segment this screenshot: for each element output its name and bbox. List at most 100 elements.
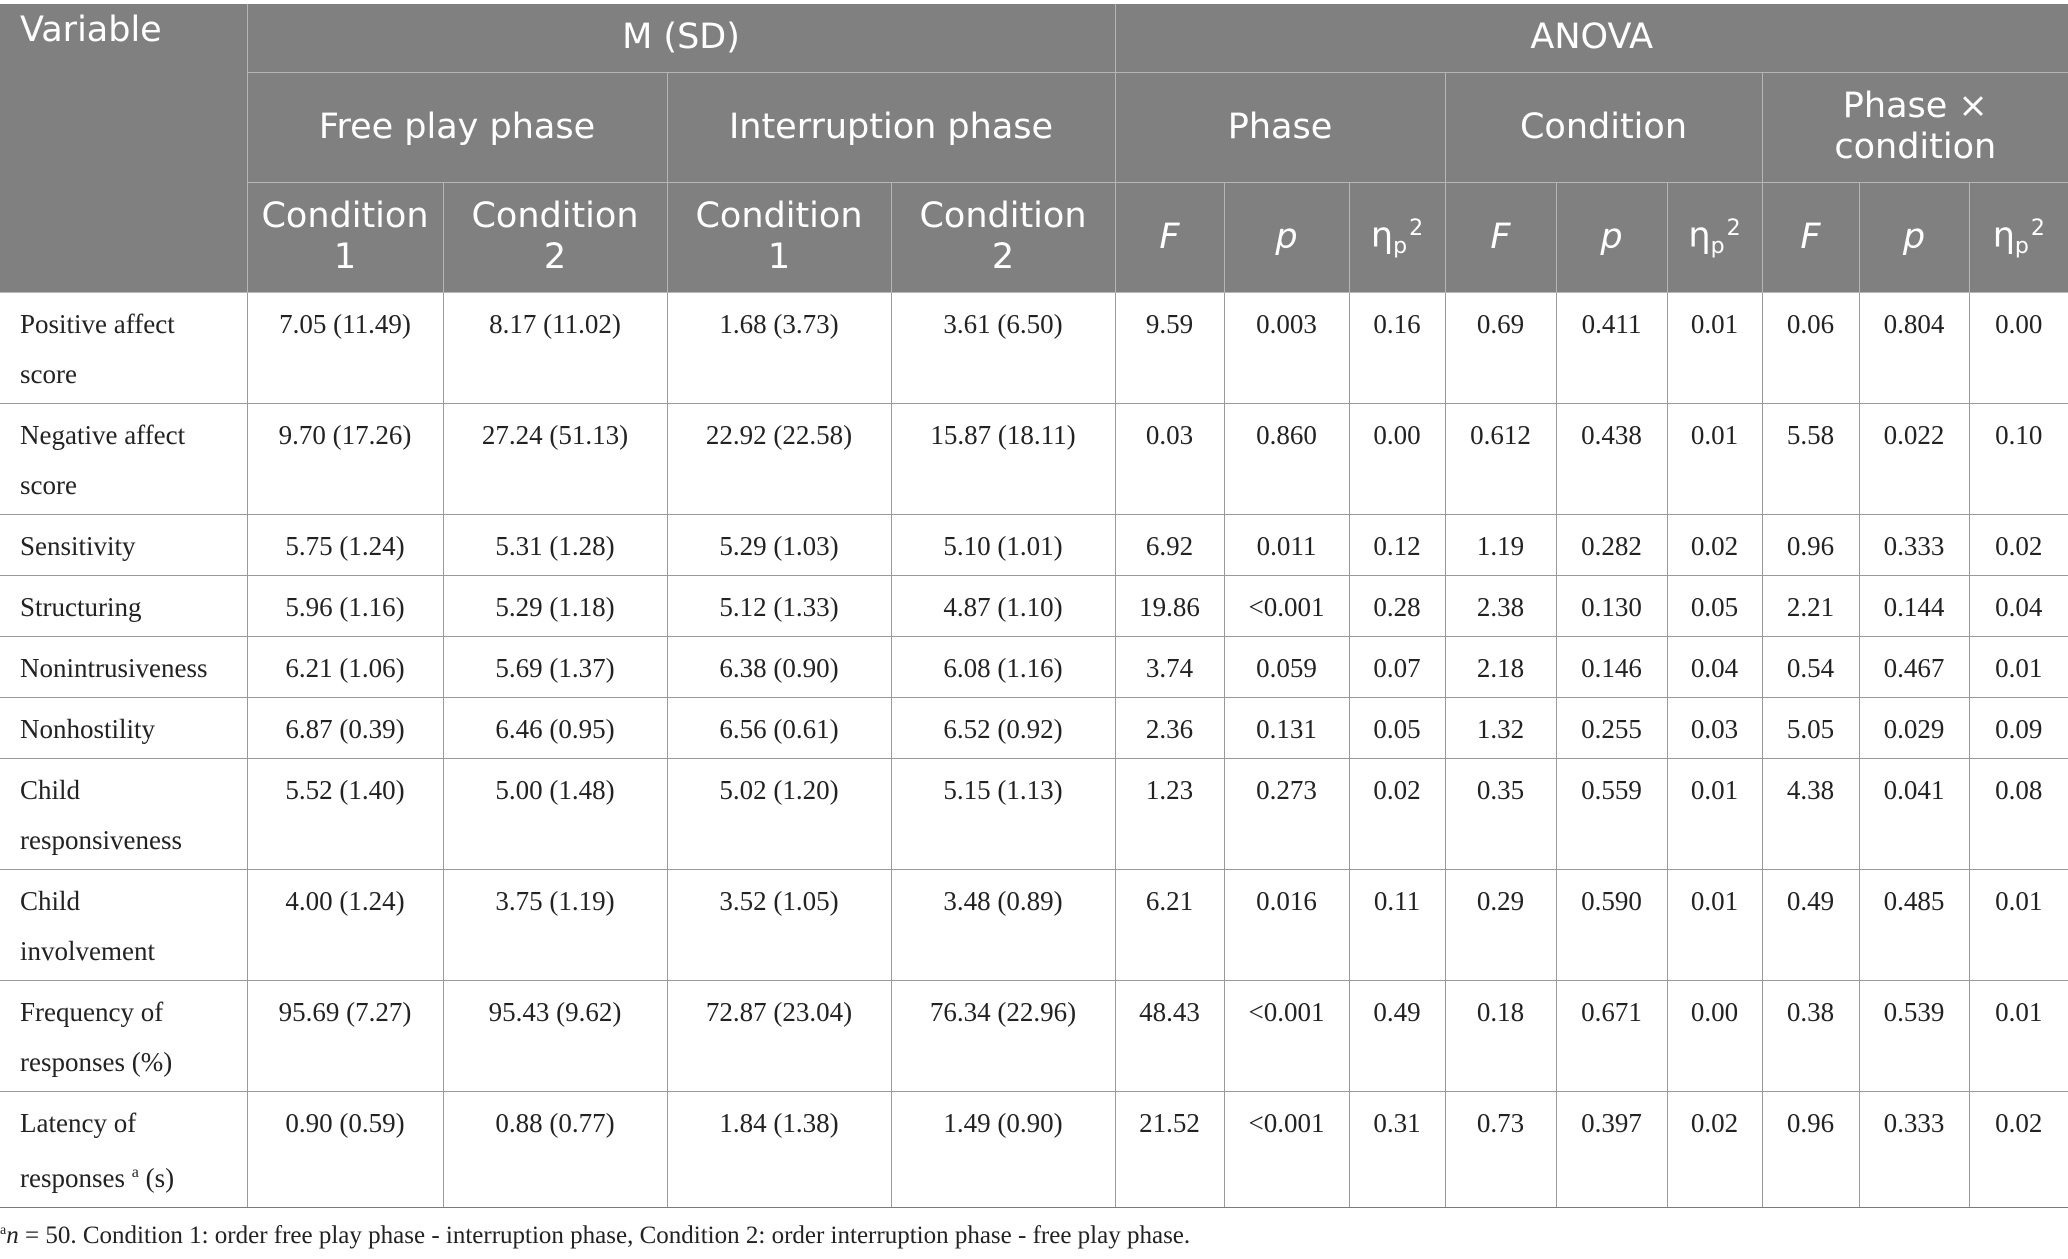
free-play-phase-header: Free play phase xyxy=(246,72,667,183)
condition-eta-cell: 0.05 xyxy=(1666,575,1762,637)
phase-eta-cell: 0.31 xyxy=(1348,1091,1445,1208)
fp-c2-msd-cell: 3.75 (1.19) xyxy=(442,869,667,981)
condition-eta-cell: 0.01 xyxy=(1666,869,1762,981)
phase-p-cell: <0.001 xyxy=(1223,575,1349,637)
fp-c1-msd-cell: 6.87 (0.39) xyxy=(246,697,443,759)
condition-eta-cell: 0.01 xyxy=(1666,403,1762,515)
phase-eta-cell: 0.05 xyxy=(1348,697,1445,759)
ip-c1-msd-cell: 5.12 (1.33) xyxy=(666,575,891,637)
phase-p-cell: 0.003 xyxy=(1223,292,1349,404)
phase-p-cell: 0.131 xyxy=(1223,697,1349,759)
ip-c1-msd-cell: 6.38 (0.90) xyxy=(666,636,891,698)
condition-p-header: p xyxy=(1555,182,1667,293)
condition-eta-cell: 0.04 xyxy=(1666,636,1762,698)
fp-c2-msd-cell: 27.24 (51.13) xyxy=(442,403,667,515)
condition-eta-cell: 0.01 xyxy=(1666,758,1762,870)
condition-f-cell: 0.69 xyxy=(1444,292,1556,404)
condition-f-cell: 0.18 xyxy=(1444,980,1556,1092)
fp-c2-msd-cell: 5.29 (1.18) xyxy=(442,575,667,637)
table-row: Child responsiveness 5.52 (1.40) 5.00 (1.48… xyxy=(0,758,2068,870)
phase-eta-cell: 0.00 xyxy=(1348,403,1445,515)
condition-p-cell: 0.438 xyxy=(1555,403,1667,515)
phase-f-cell: 2.36 xyxy=(1114,697,1224,759)
fp-c2-msd-cell: 95.43 (9.62) xyxy=(442,980,667,1092)
ip-c1-msd-cell: 1.68 (3.73) xyxy=(666,292,891,404)
table-row: Nonintrusiveness 6.21 (1.06) 5.69 (1.37) 6.… xyxy=(0,636,2068,698)
interaction-p-cell: 0.333 xyxy=(1858,514,1969,576)
condition-f-cell: 0.35 xyxy=(1444,758,1556,870)
ip-condition2-header: Condition 2 xyxy=(890,182,1115,293)
row-label: Nonintrusiveness xyxy=(0,636,247,698)
condition-p-cell: 0.411 xyxy=(1555,292,1667,404)
phase-eta-cell: 0.11 xyxy=(1348,869,1445,981)
phase-eta-cell: 0.49 xyxy=(1348,980,1445,1092)
fp-c1-msd-cell: 5.75 (1.24) xyxy=(246,514,443,576)
fp-c2-msd-cell: 5.69 (1.37) xyxy=(442,636,667,698)
phase-f-cell: 6.92 xyxy=(1114,514,1224,576)
phase-p-cell: 0.059 xyxy=(1223,636,1349,698)
table-row: Frequency of responses (%) 95.69 (7.27) 95.… xyxy=(0,980,2068,1092)
interaction-f-cell: 0.54 xyxy=(1761,636,1859,698)
phase-eta-header: ηp2 xyxy=(1348,182,1445,293)
fp-c1-msd-cell: 0.90 (0.59) xyxy=(246,1091,443,1208)
interaction-f-cell: 4.38 xyxy=(1761,758,1859,870)
anova-condition-header: Condition xyxy=(1444,72,1762,183)
condition-f-cell: 2.18 xyxy=(1444,636,1556,698)
row-label: Structuring xyxy=(0,575,247,637)
row-label: Sensitivity xyxy=(0,514,247,576)
table-row: Negative affect score 9.70 (17.26) 27.24 (5… xyxy=(0,403,2068,515)
ip-c2-msd-cell: 3.61 (6.50) xyxy=(890,292,1115,404)
interaction-eta-cell: 0.04 xyxy=(1968,575,2068,637)
ip-c2-msd-cell: 3.48 (0.89) xyxy=(890,869,1115,981)
condition-p-cell: 0.282 xyxy=(1555,514,1667,576)
condition-p-cell: 0.397 xyxy=(1555,1091,1667,1208)
ip-c1-msd-cell: 3.52 (1.05) xyxy=(666,869,891,981)
phase-f-cell: 1.23 xyxy=(1114,758,1224,870)
interaction-eta-cell: 0.01 xyxy=(1968,636,2068,698)
condition-p-cell: 0.255 xyxy=(1555,697,1667,759)
condition-eta-cell: 0.01 xyxy=(1666,292,1762,404)
fp-c1-msd-cell: 7.05 (11.49) xyxy=(246,292,443,404)
condition-p-cell: 0.671 xyxy=(1555,980,1667,1092)
phase-f-cell: 6.21 xyxy=(1114,869,1224,981)
condition-f-cell: 0.29 xyxy=(1444,869,1556,981)
condition-f-cell: 2.38 xyxy=(1444,575,1556,637)
anova-phase-header: Phase xyxy=(1114,72,1445,183)
interaction-f-header: F xyxy=(1761,182,1859,293)
fp-c1-msd-cell: 5.96 (1.16) xyxy=(246,575,443,637)
interaction-eta-cell: 0.01 xyxy=(1968,980,2068,1092)
table-body: Positive affect score 7.05 (11.49) 8.17 (11… xyxy=(0,292,2068,1208)
interaction-eta-cell: 0.02 xyxy=(1968,1091,2068,1208)
row-label: Positive affect score xyxy=(0,292,247,404)
condition-p-cell: 0.590 xyxy=(1555,869,1667,981)
row-label: Latency of responses a (s) xyxy=(0,1091,247,1208)
anova-header: ANOVA xyxy=(1114,4,2068,73)
condition-eta-cell: 0.00 xyxy=(1666,980,1762,1092)
ip-c2-msd-cell: 5.10 (1.01) xyxy=(890,514,1115,576)
row-label: Nonhostility xyxy=(0,697,247,759)
condition-p-cell: 0.559 xyxy=(1555,758,1667,870)
interaction-p-cell: 0.022 xyxy=(1858,403,1969,515)
condition-p-cell: 0.130 xyxy=(1555,575,1667,637)
phase-f-cell: 0.03 xyxy=(1114,403,1224,515)
interaction-p-header: p xyxy=(1858,182,1969,293)
condition-eta-cell: 0.02 xyxy=(1666,514,1762,576)
row-label: Frequency of responses (%) xyxy=(0,980,247,1092)
condition-eta-cell: 0.03 xyxy=(1666,697,1762,759)
ip-c1-msd-cell: 5.02 (1.20) xyxy=(666,758,891,870)
interaction-f-cell: 0.38 xyxy=(1761,980,1859,1092)
condition-eta-cell: 0.02 xyxy=(1666,1091,1762,1208)
condition-f-cell: 1.19 xyxy=(1444,514,1556,576)
ip-c1-msd-cell: 72.87 (23.04) xyxy=(666,980,891,1092)
ip-c2-msd-cell: 6.08 (1.16) xyxy=(890,636,1115,698)
fp-c1-msd-cell: 95.69 (7.27) xyxy=(246,980,443,1092)
ip-c2-msd-cell: 1.49 (0.90) xyxy=(890,1091,1115,1208)
table-row: Sensitivity 5.75 (1.24) 5.31 (1.28) 5.29 (1… xyxy=(0,514,2068,576)
phase-eta-cell: 0.12 xyxy=(1348,514,1445,576)
fp-c1-msd-cell: 6.21 (1.06) xyxy=(246,636,443,698)
msd-header: M (SD) xyxy=(246,4,1115,73)
table-row: Nonhostility 6.87 (0.39) 6.46 (0.95) 6.56 (… xyxy=(0,697,2068,759)
interaction-p-cell: 0.485 xyxy=(1858,869,1969,981)
ip-c2-msd-cell: 5.15 (1.13) xyxy=(890,758,1115,870)
interaction-eta-cell: 0.02 xyxy=(1968,514,2068,576)
